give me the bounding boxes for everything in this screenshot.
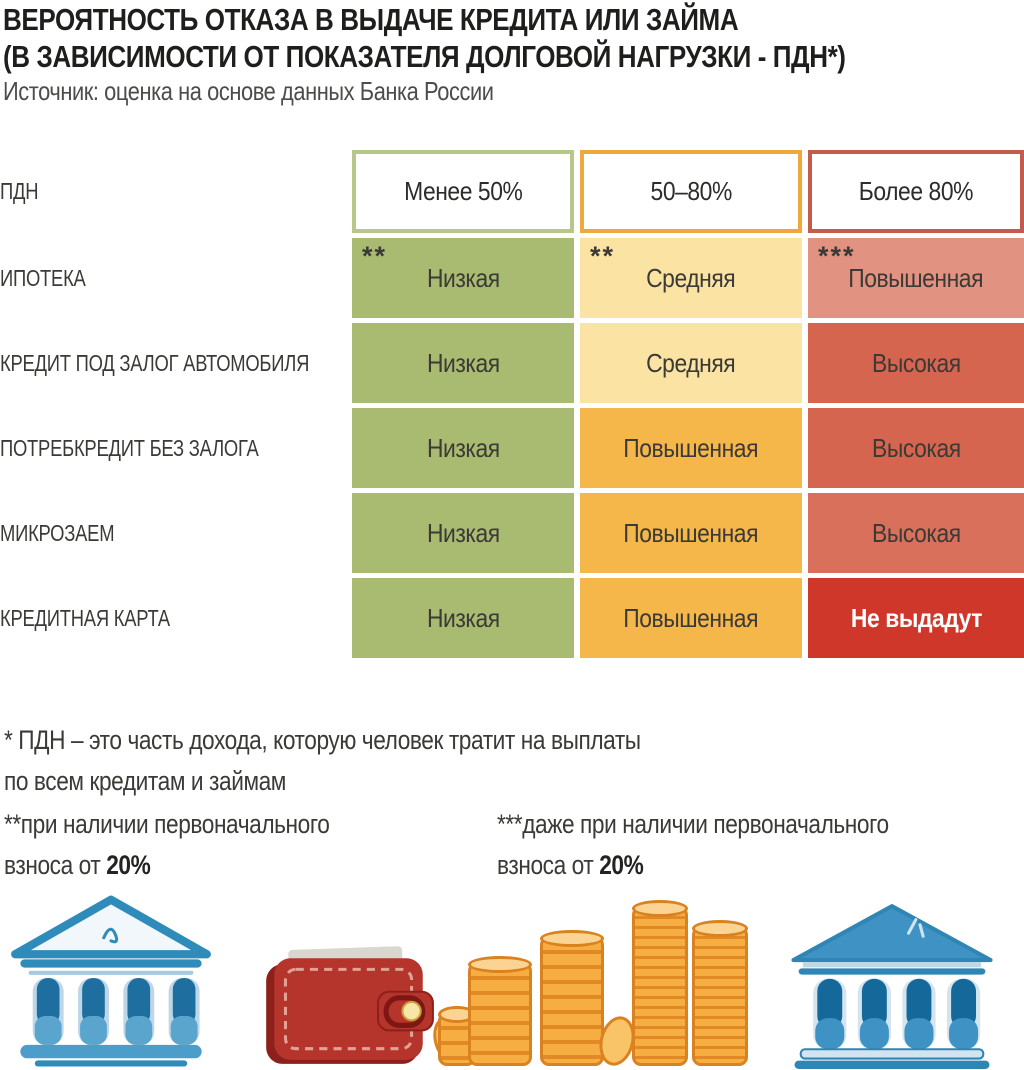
table-cell: Повышенная [580, 578, 802, 658]
table-cell: *** Повышенная [808, 238, 1024, 318]
table-cell: Не выдадут [808, 578, 1024, 658]
cell-value: Повышенная [623, 432, 759, 463]
title-line-1: ВЕРОЯТНОСТЬ ОТКАЗА В ВЫДАЧЕ КРЕДИТА ИЛИ … [3, 2, 739, 37]
cell-value: Повышенная [623, 602, 759, 633]
column-header-50-80: 50–80% [580, 150, 802, 233]
row-label-consumer-loan: ПОТРЕБКРЕДИТ БЕЗ ЗАЛОГА [0, 434, 259, 461]
cell-value: Низкая [426, 517, 500, 548]
pdn-table: ПДН Менее 50% 50–80% Более 80% ИПОТЕКА *… [0, 150, 1024, 658]
wallet-icon [258, 946, 436, 1070]
cell-value: Высокая [871, 347, 961, 378]
table-cell: Средняя [580, 323, 802, 403]
table-cell: ** Низкая [352, 238, 574, 318]
table-cell: Низкая [352, 493, 574, 573]
row-label-microloan: МИКРОЗАЕМ [0, 519, 115, 546]
cell-footnote-marker: *** [818, 241, 856, 271]
row-label-pdn: ПДН [0, 178, 39, 204]
cell-value: Низкая [426, 602, 500, 633]
table-cell: Низкая [352, 323, 574, 403]
table-cell: Повышенная [580, 408, 802, 488]
cell-value: Средняя [646, 347, 736, 378]
bank-building-icon [8, 892, 214, 1070]
table-cell: ** Средняя [580, 238, 802, 318]
table-cell: Высокая [808, 323, 1024, 403]
cell-value: Не выдадут [850, 602, 982, 633]
cell-value: Низкая [426, 262, 500, 293]
footnote-two-star: **при наличии первоначального взноса от … [4, 809, 330, 880]
table-cell: Низкая [352, 578, 574, 658]
row-label-credit-card: КРЕДИТНАЯ КАРТА [0, 604, 170, 631]
bank-building-icon [788, 902, 996, 1070]
source-line: Источник: оценка на основе данных Банка … [3, 76, 494, 106]
footnote-pdn-definition: * ПДН – это часть дохода, которую челове… [4, 725, 641, 796]
page-title: ВЕРОЯТНОСТЬ ОТКАЗА В ВЫДАЧЕ КРЕДИТА ИЛИ … [3, 1, 1006, 75]
cell-footnote-marker: ** [590, 241, 616, 271]
cell-value: Низкая [426, 347, 500, 378]
cell-value: Низкая [426, 432, 500, 463]
table-cell: Высокая [808, 493, 1024, 573]
title-line-2: (В ЗАВИСИМОСТИ ОТ ПОКАЗАТЕЛЯ ДОЛГОВОЙ НА… [3, 39, 846, 74]
row-label-mortgage: ИПОТЕКА [0, 264, 86, 291]
cell-value: Высокая [871, 517, 961, 548]
table-cell: Высокая [808, 408, 1024, 488]
column-header-less-50: Менее 50% [352, 150, 574, 233]
row-label-car-loan: КРЕДИТ ПОД ЗАЛОГ АВТОМОБИЛЯ [0, 349, 310, 376]
footnote-three-star: ***даже при наличии первоначального взно… [497, 809, 889, 880]
coin-stacks-icon [428, 898, 750, 1070]
cell-value: Высокая [871, 432, 961, 463]
table-cell: Низкая [352, 408, 574, 488]
cell-value: Повышенная [623, 517, 759, 548]
down-payment-value: 20% [106, 850, 151, 880]
cell-value: Средняя [646, 262, 736, 293]
cell-value: Повышенная [848, 262, 984, 293]
column-header-more-80: Более 80% [808, 150, 1024, 233]
table-cell: Повышенная [580, 493, 802, 573]
down-payment-value: 20% [599, 850, 644, 880]
cell-footnote-marker: ** [362, 241, 388, 271]
